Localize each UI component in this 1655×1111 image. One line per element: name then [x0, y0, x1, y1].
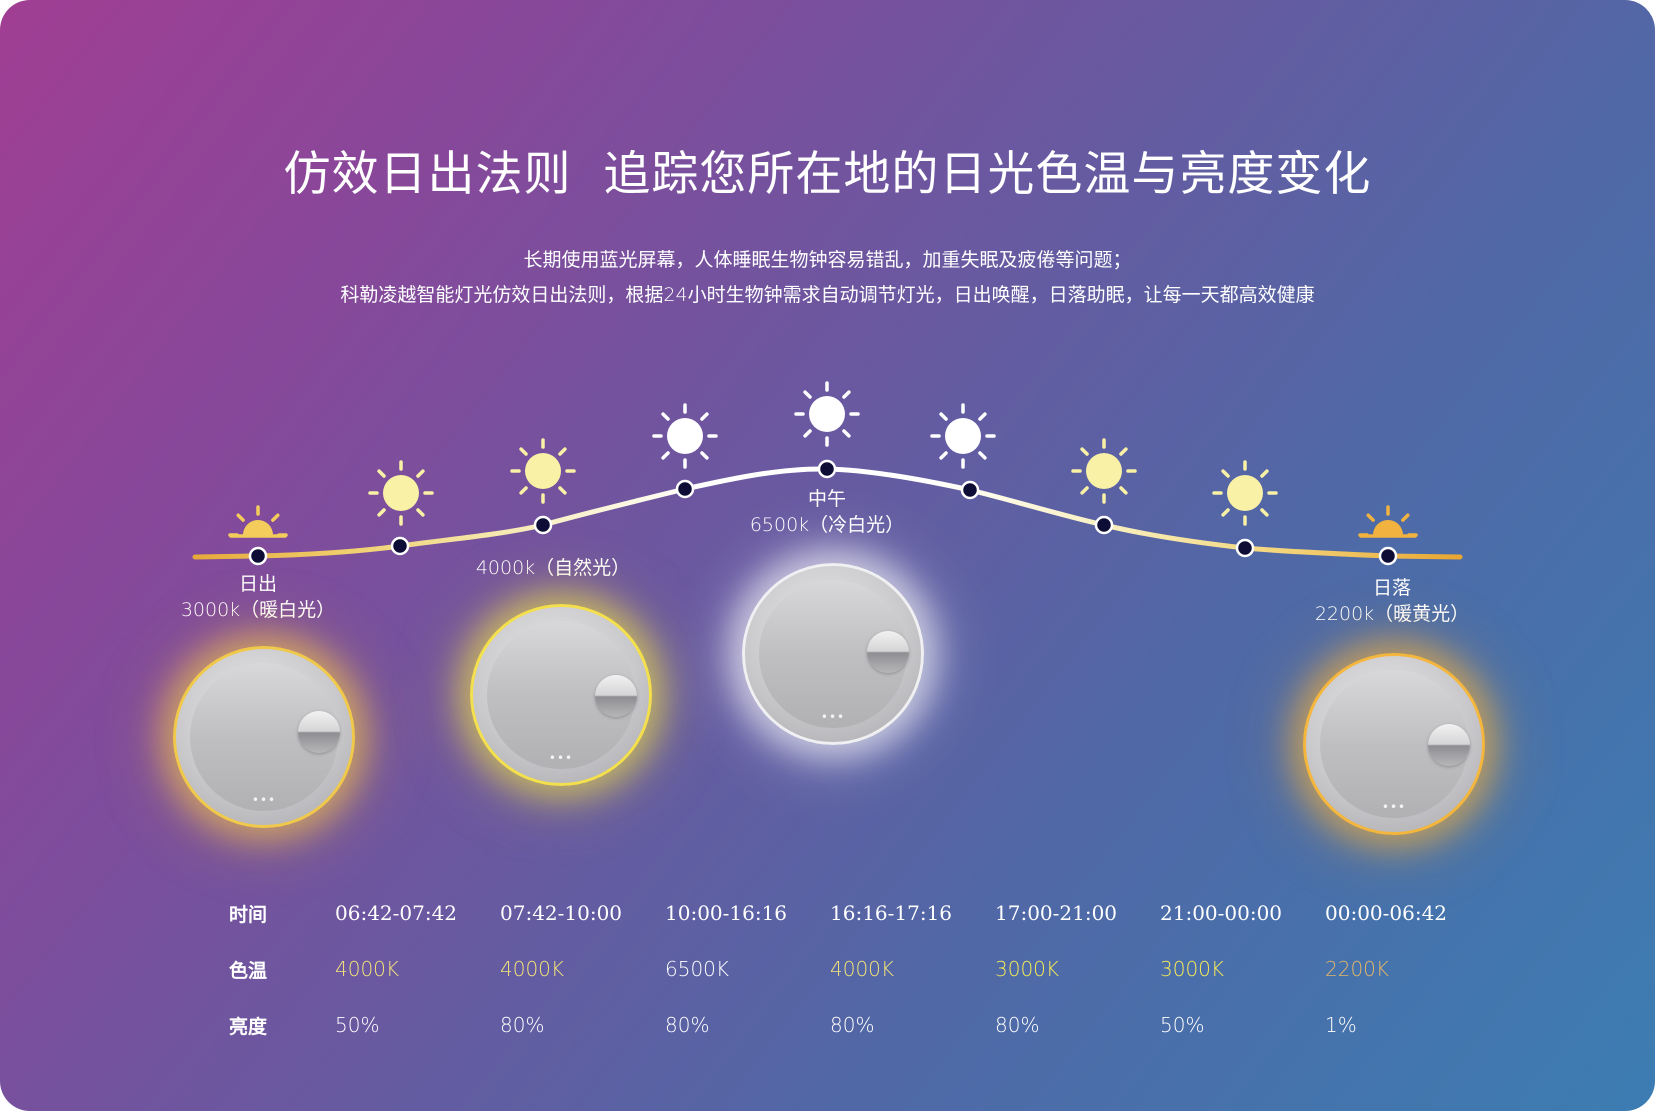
curve-node	[390, 536, 410, 556]
color-temp-cell: 4000K	[335, 957, 400, 981]
curve-node	[248, 546, 268, 566]
time-cell: 17:00-21:00	[995, 901, 1118, 925]
time-cell: 00:00-06:42	[1325, 901, 1448, 925]
row-header-brightness: 亮度	[229, 1015, 268, 1038]
curve-node	[675, 479, 695, 499]
natural-label-value: 4000k（自然光）	[475, 557, 631, 579]
mirror-knob	[595, 675, 637, 717]
time-cell: 07:42-10:00	[500, 901, 623, 925]
color-temp-row: 色温 4000K 4000K 6500K 4000K 3000K 3000K 2…	[212, 941, 1490, 997]
mirror-natural-light: •••	[470, 604, 652, 786]
time-cell: 10:00-16:16	[665, 901, 788, 925]
mirror-controls-dots: •••	[820, 710, 846, 724]
mirror-controls-dots: •••	[548, 751, 574, 765]
description-line-2: 科勒凌越智能灯光仿效日出法则，根据24小时生物钟需求自动调节灯光，日出唤醒，日落…	[340, 284, 1315, 306]
brightness-cell: 50%	[335, 1013, 380, 1037]
sunset-label: 日落 2200k（暖黄光）	[1315, 575, 1469, 627]
noon-label: 中午 6500k（冷白光）	[750, 486, 904, 538]
sun-icon	[368, 460, 434, 526]
mirror-knob	[867, 631, 909, 673]
brightness-cell: 80%	[665, 1013, 710, 1037]
sun-icon	[1212, 460, 1278, 526]
brightness-cell: 80%	[830, 1013, 875, 1037]
sun-icon	[1071, 438, 1137, 504]
mirror-cool-white: •••	[742, 563, 924, 745]
row-header-time: 时间	[229, 903, 268, 926]
brightness-row: 亮度 50% 80% 80% 80% 80% 50% 1%	[212, 997, 1490, 1053]
brightness-cell: 1%	[1325, 1013, 1357, 1037]
color-temp-cell: 4000K	[830, 957, 895, 981]
color-temp-cell: 3000K	[995, 957, 1060, 981]
sunrise-label-value: 3000k（暖白光）	[180, 599, 336, 621]
sun-icon	[510, 438, 576, 504]
time-row: 时间 06:42-07:42 07:42-10:00 10:00-16:16 1…	[212, 885, 1490, 941]
schedule-table: 时间 06:42-07:42 07:42-10:00 10:00-16:16 1…	[212, 885, 1490, 1053]
brightness-cell: 80%	[995, 1013, 1040, 1037]
sunset-label-name: 日落	[1372, 577, 1412, 599]
time-cell: 21:00-00:00	[1160, 901, 1283, 925]
mirror-warm-white: •••	[173, 646, 355, 828]
color-temp-cell: 4000K	[500, 957, 565, 981]
description-line-1: 长期使用蓝光屏幕，人体睡眠生物钟容易错乱，加重失眠及疲倦等问题；	[523, 249, 1132, 271]
curve-node	[817, 459, 837, 479]
brightness-cell: 80%	[500, 1013, 545, 1037]
color-temp-cell: 3000K	[1160, 957, 1225, 981]
noon-label-name: 中午	[807, 488, 847, 510]
color-temp-cell: 2200K	[1325, 957, 1390, 981]
mirror-controls-dots: •••	[251, 793, 277, 807]
time-cell: 06:42-07:42	[335, 901, 458, 925]
half-sun-icon	[228, 505, 288, 538]
time-cell: 16:16-17:16	[830, 901, 953, 925]
brightness-cell: 50%	[1160, 1013, 1205, 1037]
mirror-warm-yellow: •••	[1303, 653, 1485, 835]
natural-light-label: 4000k（自然光）	[476, 555, 630, 581]
mirror-knob	[298, 711, 340, 753]
sun-icon	[794, 381, 860, 447]
mirror-controls-dots: •••	[1381, 800, 1407, 814]
sunrise-label: 日出 3000k（暖白光）	[181, 571, 335, 623]
curve-node	[1378, 546, 1398, 566]
noon-label-value: 6500k（冷白光）	[749, 514, 905, 536]
sun-icon	[652, 403, 718, 469]
sun-icon	[930, 403, 996, 469]
curve-node	[1094, 515, 1114, 535]
sunset-label-value: 2200k（暖黄光）	[1314, 603, 1470, 625]
color-temp-cell: 6500K	[665, 957, 730, 981]
curve-node	[1235, 538, 1255, 558]
half-sun-icon	[1358, 505, 1418, 538]
row-header-color-temp: 色温	[229, 959, 268, 982]
sunrise-label-name: 日出	[238, 573, 278, 595]
curve-node	[533, 515, 553, 535]
curve-node	[960, 480, 980, 500]
mirror-knob	[1428, 724, 1470, 766]
page-title: 仿效日出法则 追踪您所在地的日光色温与亮度变化	[283, 147, 1372, 202]
